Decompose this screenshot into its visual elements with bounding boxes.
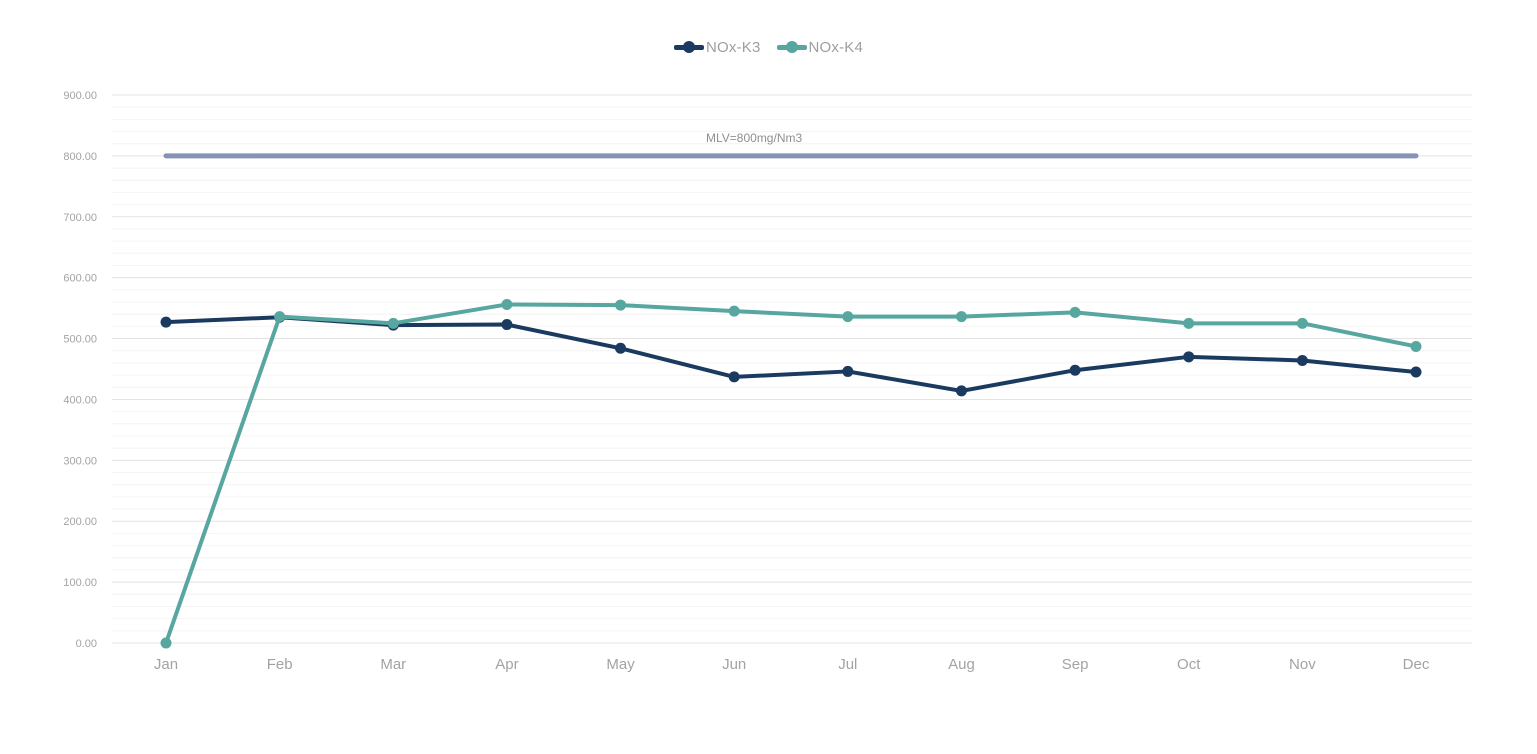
x-axis-month-label: Feb <box>267 656 293 673</box>
legend-item-nox-k4[interactable]: NOx-K4 <box>776 38 864 56</box>
x-axis-month-label: Mar <box>380 656 406 673</box>
data-point-nox-k4-dec <box>1410 340 1422 352</box>
data-point-nox-k4-apr <box>501 298 513 310</box>
y-axis-tick-label: 900.00 <box>63 90 97 102</box>
data-point-nox-k4-sep <box>1069 306 1081 318</box>
data-point-nox-k3-oct <box>1183 351 1195 363</box>
series-line-dot-icon <box>673 41 704 54</box>
x-axis-month-label: Jan <box>154 656 178 673</box>
series-line-nox-k3 <box>164 315 1418 393</box>
data-point-nox-k4-mar <box>387 317 399 329</box>
x-axis-month-label: Nov <box>1289 656 1316 673</box>
y-axis-tick-label: 500.00 <box>63 334 97 346</box>
legend-dot-swatch <box>785 41 798 53</box>
data-point-nox-k4-aug <box>955 311 967 323</box>
y-axis-tick-label: 600.00 <box>63 273 97 285</box>
mlv-reference-label: MLV=800mg/Nm3 <box>706 131 802 145</box>
y-axis-tick-label: 800.00 <box>63 151 97 163</box>
data-point-nox-k4-may <box>615 299 627 311</box>
data-point-nox-k4-jan <box>160 637 172 649</box>
y-axis-tick-label: 700.00 <box>63 212 97 224</box>
series-line-nox-k4 <box>164 302 1418 645</box>
data-point-nox-k4-nov <box>1296 317 1308 329</box>
y-axis-tick-label: 400.00 <box>63 394 97 406</box>
legend-label: NOx-K3 <box>705 38 761 56</box>
x-axis-month-label: Jul <box>838 656 857 673</box>
legend-dot-swatch <box>682 41 695 53</box>
y-axis-tick-label: 300.00 <box>63 455 97 467</box>
y-axis-tick-label: 0.00 <box>76 638 97 650</box>
data-point-nox-k4-oct <box>1183 317 1195 329</box>
legend-item-nox-k3[interactable]: NOx-K3 <box>673 38 761 56</box>
x-axis-month-label: Apr <box>495 656 518 673</box>
series-line-dot-icon <box>776 41 807 54</box>
data-point-nox-k4-feb <box>274 311 286 323</box>
data-point-nox-k3-nov <box>1296 354 1308 366</box>
legend-label: NOx-K4 <box>808 38 864 56</box>
x-axis-month-label: Aug <box>948 656 975 673</box>
data-point-nox-k3-jul <box>842 365 854 377</box>
data-point-nox-k3-sep <box>1069 364 1081 376</box>
data-point-nox-k4-jul <box>842 311 854 323</box>
x-axis-month-label: May <box>606 656 635 673</box>
data-point-nox-k3-dec <box>1410 366 1422 378</box>
data-point-nox-k3-jan <box>160 316 172 328</box>
y-axis-tick-label: 200.00 <box>63 516 97 528</box>
x-axis-month-label: Sep <box>1062 656 1089 673</box>
x-axis-month-label: Dec <box>1403 656 1430 673</box>
legend: NOx-K3 NOx-K4 <box>0 36 1537 58</box>
data-point-nox-k4-jun <box>728 305 740 317</box>
data-point-nox-k3-jun <box>728 371 740 383</box>
x-axis-month-label: Jun <box>722 656 746 673</box>
y-axis-tick-label: 100.00 <box>63 577 97 589</box>
data-point-nox-k3-aug <box>955 385 967 397</box>
data-point-nox-k3-may <box>615 342 627 354</box>
data-point-nox-k3-apr <box>501 319 513 331</box>
x-axis-month-label: Oct <box>1177 656 1201 673</box>
